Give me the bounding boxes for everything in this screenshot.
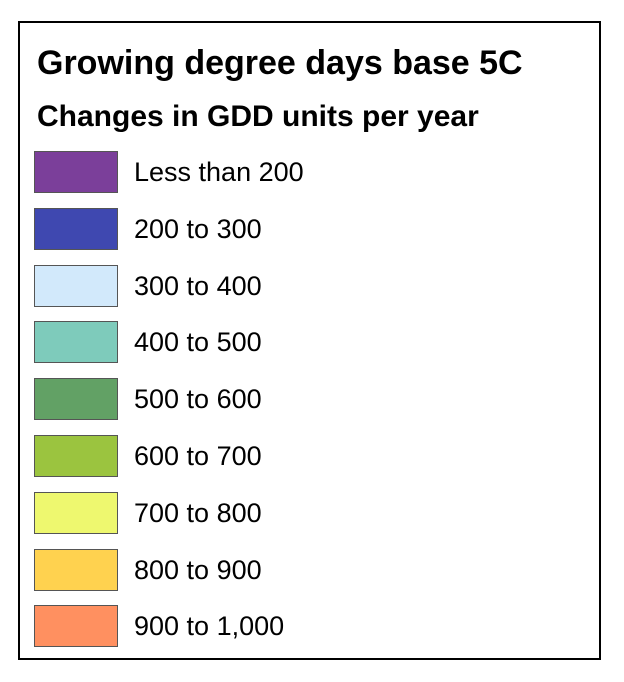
legend-item-300-to-400: 300 to 400: [34, 264, 304, 322]
legend-item-label: 500 to 600: [134, 384, 262, 415]
legend-swatch: [34, 264, 118, 307]
legend-item-900-to-1000: 900 to 1,000: [34, 605, 304, 662]
legend-list: Less than 200 200 to 300 300 to 400 400 …: [34, 151, 304, 662]
legend-swatch: [34, 548, 118, 591]
legend-swatch: [34, 491, 118, 534]
legend-item-label: 800 to 900: [134, 554, 262, 585]
legend-item-label: 900 to 1,000: [134, 611, 285, 642]
legend-item-label: 600 to 700: [134, 440, 262, 471]
legend-item-label: 200 to 300: [134, 213, 262, 244]
legend-item-label: Less than 200: [134, 157, 304, 187]
legend-swatch: [34, 434, 118, 477]
legend-item-label: 300 to 400: [134, 270, 262, 301]
legend-item-600-to-700: 600 to 700: [34, 434, 304, 492]
legend-swatch: [34, 605, 118, 648]
legend-item-less-than-200: Less than 200: [34, 151, 304, 208]
legend-swatch: [34, 378, 118, 421]
legend-item-label: 400 to 500: [134, 327, 262, 358]
legend-item-500-to-600: 500 to 600: [34, 378, 304, 435]
legend-swatch: [34, 321, 118, 364]
legend-title: Growing degree days base 5C: [37, 44, 523, 82]
legend-swatch: [34, 207, 118, 250]
legend-subtitle: Changes in GDD units per year: [37, 100, 479, 133]
legend-item-400-to-500: 400 to 500: [34, 321, 304, 378]
legend-item-700-to-800: 700 to 800: [34, 491, 304, 549]
map-legend: Growing degree days base 5C Changes in G…: [18, 21, 601, 660]
legend-item-200-to-300: 200 to 300: [34, 207, 304, 265]
legend-item-800-to-900: 800 to 900: [34, 548, 304, 606]
legend-item-label: 700 to 800: [134, 497, 262, 528]
legend-swatch: [34, 151, 118, 193]
